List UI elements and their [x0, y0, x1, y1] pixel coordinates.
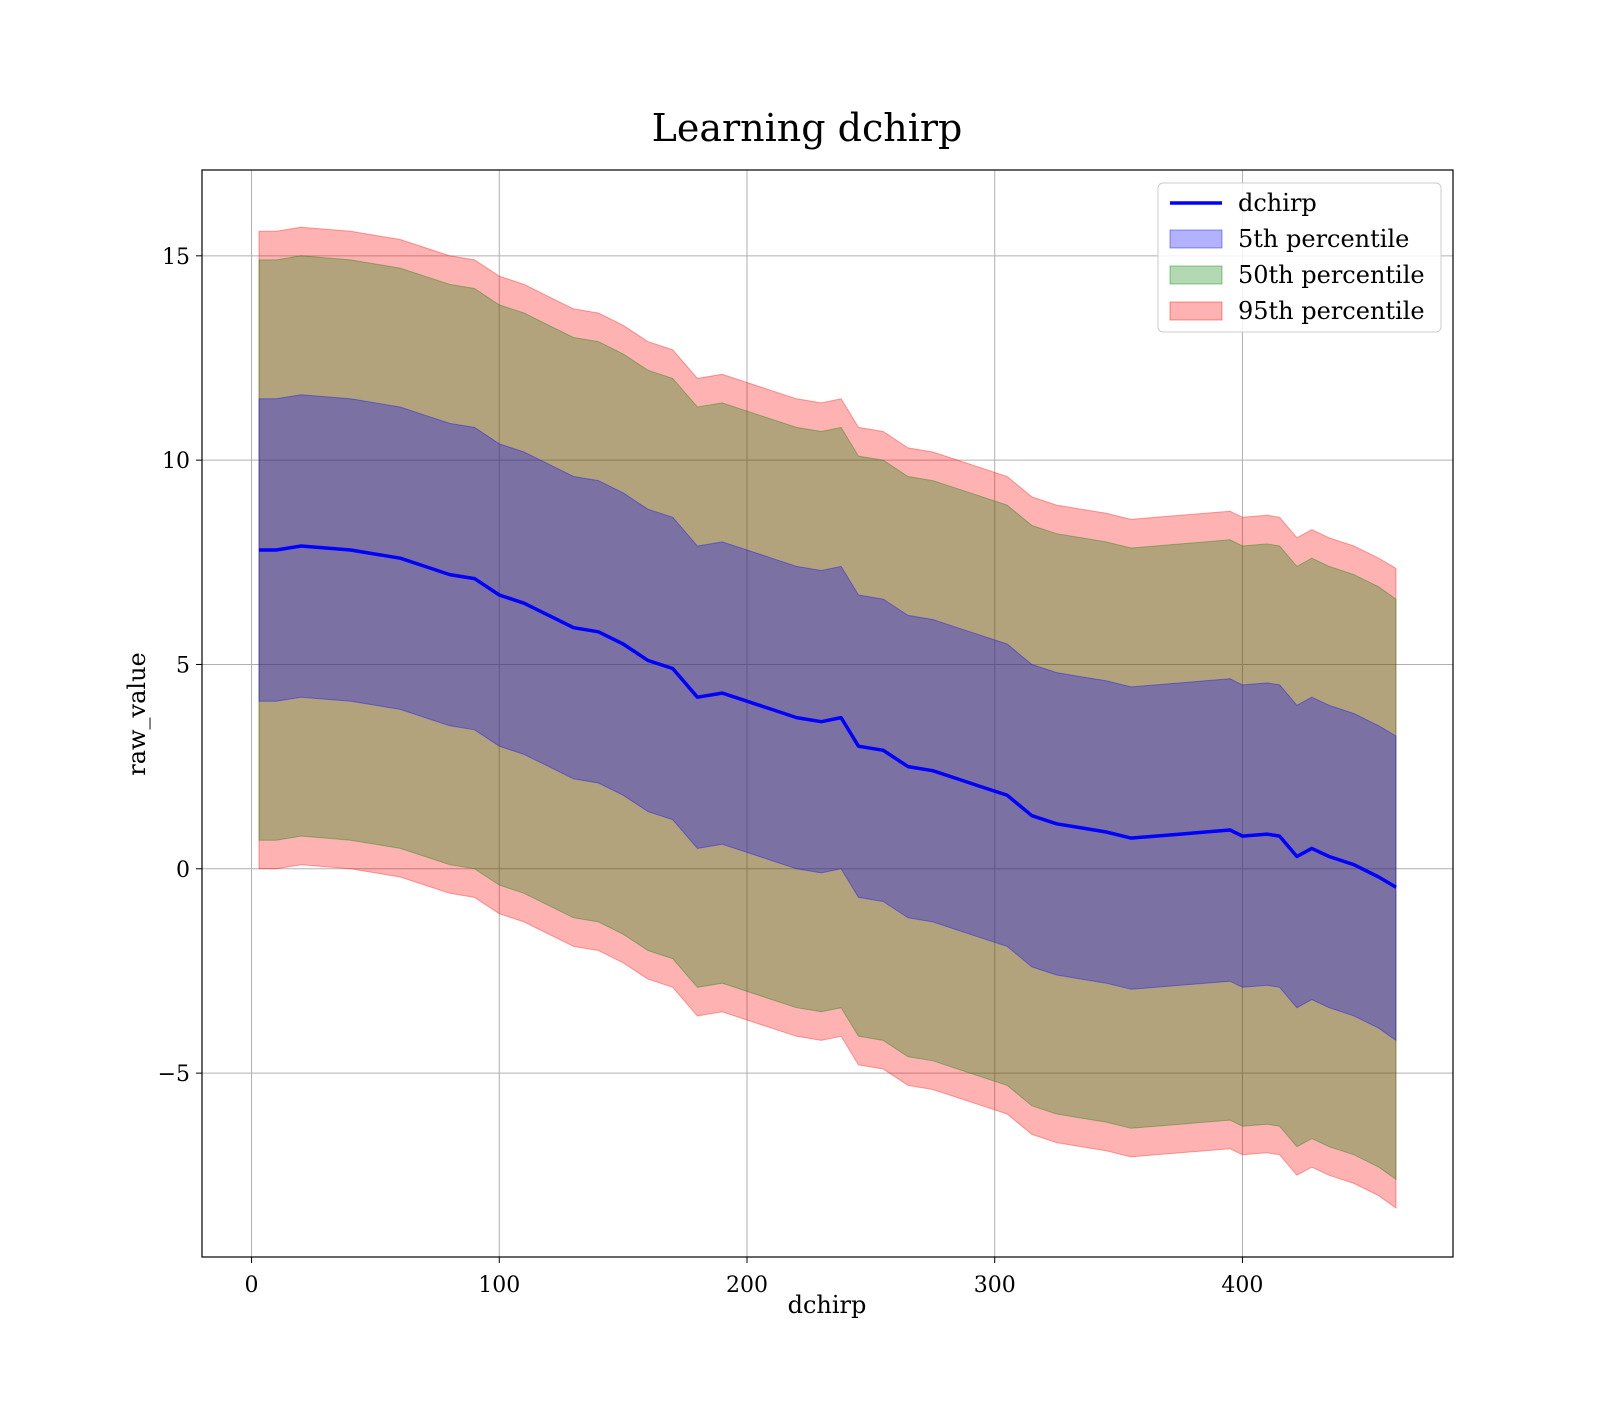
x-tick-label-0: 0: [245, 1273, 259, 1298]
line-dchirp: [259, 544, 1397, 889]
band-5th-percentile: [258, 394, 1397, 1042]
y-axis-label: raw_value: [123, 652, 151, 776]
band-50th-percentile: [258, 255, 1397, 1181]
y-tick-label-2: 5: [176, 653, 190, 678]
legend-label-95th-percentile: 95th percentile: [1238, 297, 1425, 325]
y-axis-ticks: −5 0 5 10 15: [158, 245, 202, 1087]
y-tick-label-4: 15: [162, 245, 190, 270]
band-95th-percentile: [258, 226, 1397, 1209]
x-tick-label-2: 200: [726, 1273, 768, 1298]
chart-title: Learning dchirp: [652, 106, 963, 150]
x-axis-label: dchirp: [788, 1291, 867, 1319]
percentile-bands: [258, 226, 1397, 1209]
legend-label-5th-percentile: 5th percentile: [1238, 225, 1409, 253]
legend-box: [1157, 182, 1442, 333]
y-tick-label-1: 0: [176, 858, 190, 883]
legend-swatch-95th-percentile: [1169, 301, 1223, 321]
x-tick-label-4: 400: [1221, 1273, 1263, 1298]
legend: dchirp 5th percentile 50th percentile 95th …: [1157, 182, 1442, 333]
legend-label-50th-percentile: 50th percentile: [1238, 261, 1425, 289]
x-axis-ticks: 0 100 200 300 400: [245, 1257, 1263, 1298]
x-tick-label-3: 300: [974, 1273, 1016, 1298]
x-tick-label-1: 100: [478, 1273, 520, 1298]
legend-label-dchirp: dchirp: [1238, 189, 1317, 217]
y-tick-label-0: −5: [158, 1062, 190, 1087]
legend-swatch-50th-percentile: [1169, 265, 1223, 285]
series-lines: [259, 544, 1397, 889]
y-tick-label-3: 10: [162, 449, 190, 474]
legend-swatch-5th-percentile: [1169, 229, 1223, 249]
plot-frame: [201, 169, 1454, 1258]
